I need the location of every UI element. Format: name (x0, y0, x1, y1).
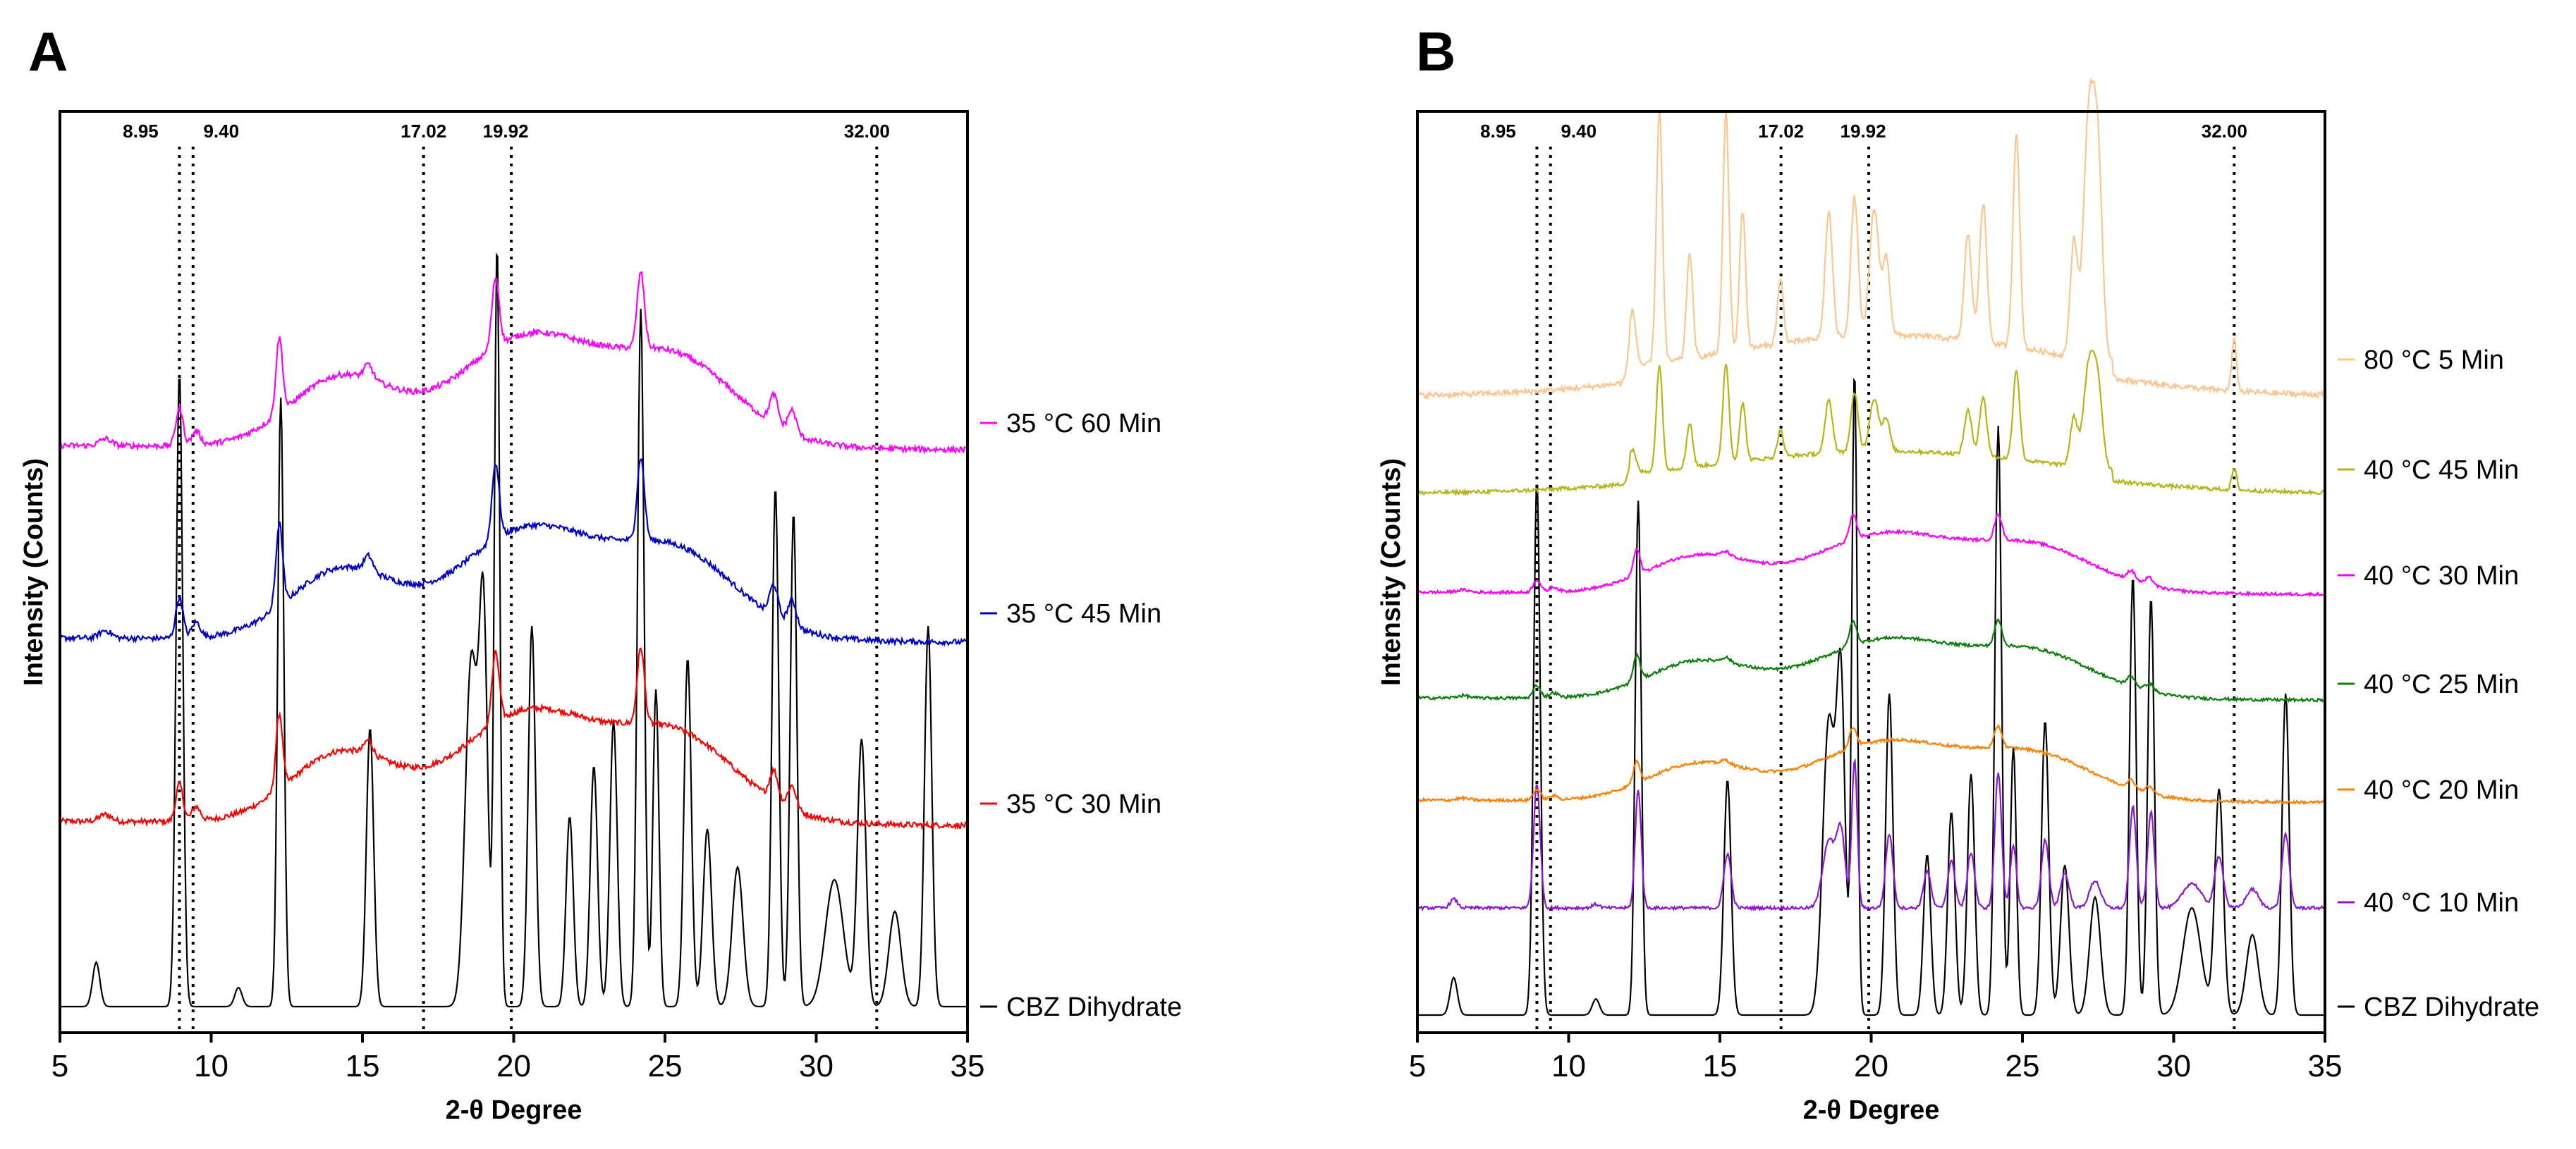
legend-label: 35 °C 30 Min (1006, 789, 1161, 819)
reference-line-label: 32.00 (2202, 121, 2247, 142)
panel-b: B 8.95 9.40 17.02 19.92 32.00 CBZ Dihydrate 40 … (1376, 20, 2539, 1125)
series-line (1417, 723, 2326, 806)
x-tick-label: 35 (951, 1049, 985, 1083)
series-line (59, 647, 968, 830)
legend-label: 35 °C 60 Min (1006, 409, 1161, 438)
x-tick-label: 20 (496, 1049, 531, 1083)
series-line (60, 252, 967, 1008)
legend-label: 40 °C 25 Min (2364, 670, 2519, 699)
x-tick-label: 15 (346, 1049, 380, 1083)
y-axis-title: Intensity (Counts) (1376, 458, 1406, 686)
reference-line-label: 9.40 (1561, 121, 1597, 142)
plot-frame (1416, 110, 2326, 1034)
series-line (1417, 378, 2325, 1016)
legend-label: 35 °C 45 Min (1006, 599, 1161, 629)
x-tick-label: 5 (51, 1049, 68, 1083)
x-tick-label: 35 (2308, 1049, 2343, 1083)
reference-line-label: 9.40 (203, 121, 239, 142)
x-axis-title: 2-θ Degree (446, 1095, 582, 1125)
legend-label: CBZ Dihydrate (2364, 993, 2539, 1022)
reference-line-label: 8.95 (123, 121, 159, 142)
x-tick-label: 15 (1703, 1049, 1738, 1083)
panel-letter: B (1416, 20, 1455, 82)
series-line (1417, 512, 2326, 597)
reference-line-label: 17.02 (1758, 121, 1804, 142)
x-tick-label: 10 (194, 1049, 228, 1083)
x-tick-label: 25 (648, 1049, 683, 1083)
x-tick-label: 20 (1854, 1049, 1888, 1083)
series-line (1417, 350, 2326, 497)
panel-letter: A (28, 20, 68, 82)
reference-line-label: 8.95 (1480, 121, 1516, 142)
legend-label: 40 °C 45 Min (2364, 455, 2519, 485)
legend-label: CBZ Dihydrate (1006, 993, 1182, 1022)
series-line (59, 458, 968, 647)
x-tick-label: 25 (2006, 1049, 2040, 1083)
series-line (1417, 77, 2326, 401)
legend-label: 40 °C 20 Min (2364, 775, 2519, 805)
x-tick-label: 5 (1409, 1049, 1426, 1083)
plot-frame (59, 110, 969, 1034)
legend-label: 40 °C 10 Min (2364, 888, 2519, 918)
series-line (1417, 758, 2326, 912)
series-line (59, 271, 968, 455)
legend-label: 80 °C 5 Min (2364, 345, 2504, 375)
reference-line-label: 17.02 (401, 121, 446, 142)
series-line (1417, 618, 2326, 703)
reference-line-label: 32.00 (844, 121, 890, 142)
x-tick-label: 30 (799, 1049, 834, 1083)
reference-line-label: 19.92 (483, 121, 529, 142)
legend-label: 40 °C 30 Min (2364, 561, 2519, 591)
x-axis-title: 2-θ Degree (1803, 1095, 1940, 1125)
reference-line-label: 19.92 (1841, 121, 1886, 142)
panel-a: A 8.95 9.40 17.02 19.92 32.00 CBZ Dihydrate 35 … (19, 20, 1182, 1125)
x-tick-label: 10 (1551, 1049, 1586, 1083)
x-tick-label: 30 (2156, 1049, 2191, 1083)
y-axis-title: Intensity (Counts) (19, 458, 49, 686)
